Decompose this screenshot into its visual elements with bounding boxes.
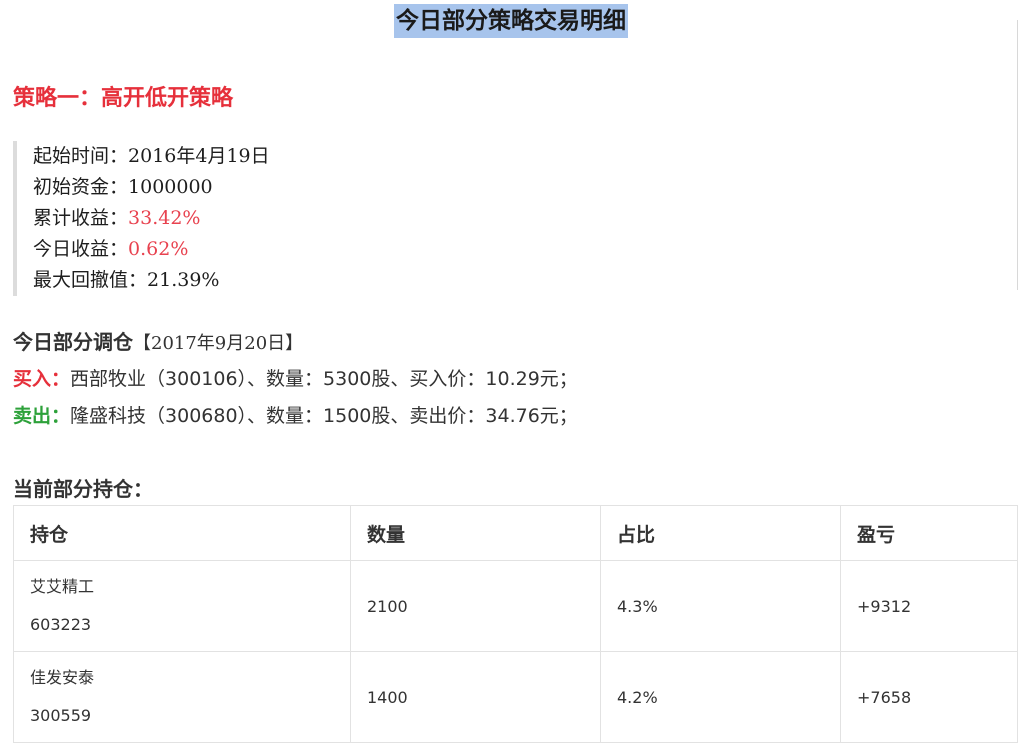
- buy-detail: 西部牧业（300106）、数量：5300股、买入价：10.29元；: [70, 368, 578, 390]
- table-row: 艾艾精工 603223 2100 4.3% +9312: [13, 560, 1018, 652]
- stock-code: 300559: [30, 706, 92, 725]
- stat-value: 33.42%: [128, 207, 201, 229]
- holding-cell: 艾艾精工 603223: [13, 560, 351, 652]
- quantity-cell: 1400: [350, 651, 601, 743]
- sell-detail: 隆盛科技（300680）、数量：1500股、卖出价：34.76元；: [70, 405, 578, 427]
- stock-name: 艾艾精工: [30, 577, 95, 596]
- stock-code: 603223: [30, 615, 92, 634]
- column-header-quantity: 数量: [350, 505, 601, 561]
- stat-value: 0.62%: [128, 238, 189, 260]
- sell-label: 卖出：: [13, 405, 71, 427]
- stat-label: 起始时间：: [33, 145, 129, 167]
- stat-value: 1000000: [128, 176, 213, 198]
- stat-start-date: 起始时间：2016年4月19日: [33, 141, 633, 172]
- stat-label: 初始资金：: [33, 176, 129, 198]
- stat-cumulative-return: 累计收益：33.42%: [33, 203, 633, 234]
- stock-name: 佳发安泰: [30, 668, 95, 687]
- pnl-cell: +7658: [840, 651, 1018, 743]
- right-border: [1017, 20, 1018, 290]
- pnl-cell: +9312: [840, 560, 1018, 652]
- adjustment-heading: 今日部分调仓【2017年9月20日】: [13, 327, 303, 359]
- ratio-cell: 4.3%: [600, 560, 841, 652]
- stat-value: 21.39%: [147, 269, 220, 291]
- quantity-cell: 2100: [350, 560, 601, 652]
- title-container: 今日部分策略交易明细: [0, 4, 1022, 38]
- holdings-table: 持仓 数量 占比 盈亏 艾艾精工 603223 2100 4.3% +9312 …: [13, 505, 1018, 743]
- buy-line: 买入：西部牧业（300106）、数量：5300股、买入价：10.29元；: [13, 364, 578, 394]
- stat-label: 最大回撤值：: [33, 269, 148, 291]
- stat-max-drawdown: 最大回撤值：21.39%: [33, 265, 633, 296]
- sell-line: 卖出：隆盛科技（300680）、数量：1500股、卖出价：34.76元；: [13, 401, 578, 431]
- holding-cell: 佳发安泰 300559: [13, 651, 351, 743]
- stat-value: 2016年4月19日: [128, 145, 270, 167]
- adjustment-date: 【2017年9月20日】: [133, 333, 304, 354]
- holdings-heading: 当前部分持仓：: [13, 477, 153, 501]
- table-row: 佳发安泰 300559 1400 4.2% +7658: [13, 651, 1018, 743]
- page-title: 今日部分策略交易明细: [394, 4, 628, 38]
- column-header-ratio: 占比: [600, 505, 841, 561]
- strategy-heading: 策略一：高开低开策略: [13, 86, 234, 111]
- strategy-stats-quote: 起始时间：2016年4月19日 初始资金：1000000 累计收益：33.42%…: [13, 141, 633, 296]
- adjustment-heading-text: 今日部分调仓: [13, 330, 133, 354]
- table-header-row: 持仓 数量 占比 盈亏: [13, 505, 1018, 561]
- ratio-cell: 4.2%: [600, 651, 841, 743]
- column-header-holding: 持仓: [13, 505, 351, 561]
- buy-label: 买入：: [13, 368, 71, 390]
- stat-today-return: 今日收益：0.62%: [33, 234, 633, 265]
- stat-initial-capital: 初始资金：1000000: [33, 172, 633, 203]
- column-header-pnl: 盈亏: [840, 505, 1018, 561]
- stat-label: 今日收益：: [33, 238, 129, 260]
- stat-label: 累计收益：: [33, 207, 129, 229]
